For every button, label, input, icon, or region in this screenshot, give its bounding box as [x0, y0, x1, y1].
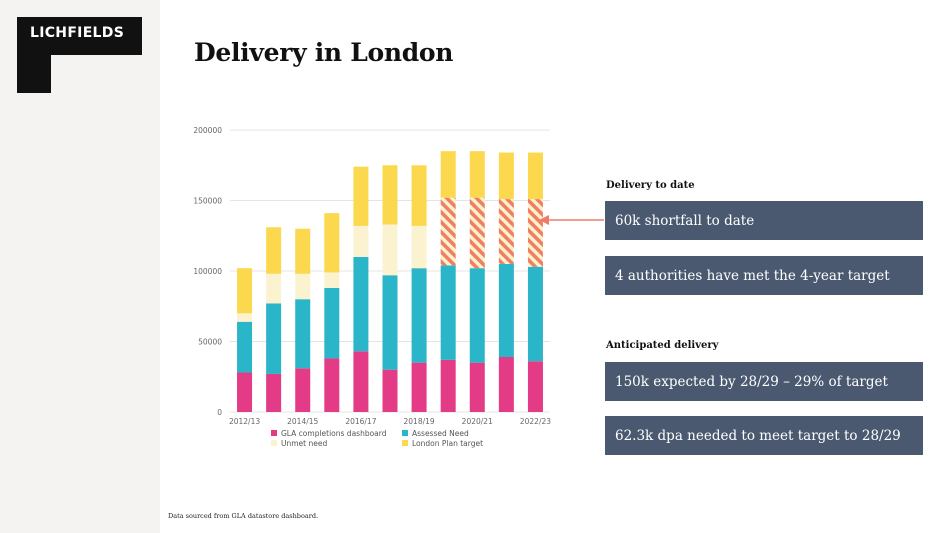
- info-box-authorities: 4 authorities have met the 4-year target: [605, 256, 923, 295]
- bar-unmet-need-hatched: [527, 199, 543, 267]
- y-axis-labels: 0 50000 100000 150000 200000: [193, 126, 222, 417]
- page-title: Delivery in London: [194, 38, 454, 67]
- bar-completions: [440, 359, 456, 412]
- bar-assessed-need: [382, 275, 398, 370]
- info-box-expected: 150k expected by 28/29 – 29% of target: [605, 362, 923, 401]
- bar-unmet-need: [411, 225, 427, 269]
- bar-london-plan-target: [237, 268, 253, 314]
- bar-completions: [411, 362, 427, 412]
- x-axis-labels: 2012/13 2014/15 2016/17 2018/19 2020/21 2022/…: [229, 417, 551, 426]
- bar-assessed-need: [295, 299, 311, 369]
- legend-label: Assessed Need: [412, 429, 469, 438]
- bar-london-plan-target: [469, 151, 485, 198]
- shortfall-arrow: [539, 215, 604, 225]
- legend-label: Unmet need: [281, 439, 327, 448]
- bar-london-plan-target: [440, 151, 456, 198]
- x-tick-label: 2022/23: [520, 417, 551, 426]
- info-box-shortfall: 60k shortfall to date: [605, 201, 923, 240]
- bar-assessed-need: [440, 265, 456, 360]
- bar-london-plan-target: [382, 165, 398, 225]
- bar-unmet-need: [266, 273, 282, 304]
- bar-unmet-need: [295, 273, 311, 300]
- y-tick-label: 50000: [198, 338, 222, 347]
- bar-completions: [469, 362, 485, 412]
- bar-completions: [353, 351, 369, 412]
- x-tick-label: 2014/15: [287, 417, 318, 426]
- y-tick-label: 0: [217, 408, 222, 417]
- legend-swatch: [271, 440, 277, 446]
- delivery-heading: Delivery to date: [606, 180, 695, 191]
- footnote: Data sourced from GLA datastore dashboar…: [168, 512, 319, 520]
- bar-completions: [324, 358, 340, 412]
- bar-london-plan-target: [266, 227, 282, 274]
- y-tick-label: 100000: [193, 267, 222, 276]
- legend-swatch: [402, 440, 408, 446]
- bar-london-plan-target: [411, 165, 427, 226]
- bar-completions: [266, 373, 282, 412]
- bar-assessed-need: [527, 266, 543, 362]
- chart-legend: GLA completions dashboard Assessed Need Un…: [271, 429, 483, 448]
- bar-unmet-need: [353, 225, 369, 257]
- anticipated-heading: Anticipated delivery: [606, 340, 719, 351]
- bar-assessed-need: [324, 287, 340, 359]
- bar-assessed-need: [411, 268, 427, 363]
- bar-assessed-need: [353, 256, 369, 352]
- bar-assessed-need: [266, 303, 282, 374]
- bar-completions: [498, 357, 514, 412]
- bar-completions: [527, 361, 543, 412]
- bar-unmet-need-hatched: [469, 197, 485, 269]
- x-tick-label: 2020/21: [462, 417, 493, 426]
- legend-label: GLA completions dashboard: [281, 429, 387, 438]
- y-tick-label: 150000: [193, 197, 222, 206]
- bar-unmet-need: [324, 272, 340, 288]
- bar-completions: [382, 369, 398, 412]
- x-tick-label: 2012/13: [229, 417, 260, 426]
- legend-label: London Plan target: [412, 439, 483, 448]
- bars: [237, 151, 543, 412]
- bar-london-plan-target: [353, 166, 369, 226]
- x-tick-label: 2018/19: [404, 417, 435, 426]
- bar-unmet-need: [382, 224, 398, 276]
- bar-unmet-need-hatched: [440, 197, 456, 266]
- legend-swatch: [402, 430, 408, 436]
- bar-assessed-need: [237, 321, 253, 373]
- bar-assessed-need: [469, 268, 485, 363]
- bar-london-plan-target: [295, 228, 311, 274]
- bar-unmet-need: [237, 313, 253, 322]
- x-tick-label: 2016/17: [345, 417, 376, 426]
- legend-swatch: [271, 430, 277, 436]
- y-tick-label: 200000: [193, 126, 222, 135]
- bar-london-plan-target: [498, 152, 514, 200]
- bar-completions: [295, 368, 311, 412]
- bar-assessed-need: [498, 263, 514, 358]
- bar-london-plan-target: [527, 152, 543, 200]
- logo-text: LICHFIELDS: [30, 25, 125, 41]
- info-box-needed: 62.3k dpa needed to meet target to 28/29: [605, 416, 923, 455]
- bar-unmet-need-hatched: [498, 199, 514, 264]
- bar-completions: [237, 372, 253, 412]
- lichfields-logo: LICHFIELDS: [17, 17, 142, 93]
- bar-london-plan-target: [324, 213, 340, 273]
